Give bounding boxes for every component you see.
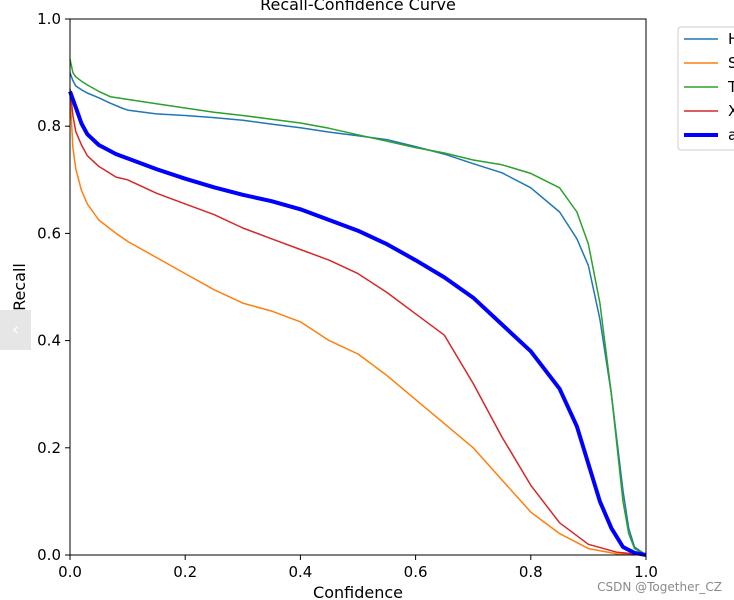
- y-tick-label: 0.0: [37, 546, 61, 564]
- y-tick-label: 0.4: [37, 332, 61, 350]
- y-tick-label: 0.2: [37, 439, 61, 457]
- y-tick-label: 1.0: [37, 10, 61, 28]
- y-tick-label: 0.6: [37, 224, 61, 242]
- y-tick-label: 0.8: [37, 117, 61, 135]
- series-line-0: [69, 72, 647, 556]
- x-axis-title: Confidence: [313, 583, 403, 600]
- plot-lines: [68, 59, 647, 557]
- legend-box: [677, 26, 734, 151]
- legend-label-1: S: [728, 54, 734, 72]
- axes: 0.0 0.2 0.4 0.6 0.8 1.0 0.0 0.2 0.4 0.6 0.8 1.0: [37, 10, 658, 581]
- plot-frame: [69, 18, 647, 556]
- x-tick-label: 0.8: [519, 563, 543, 581]
- x-tick-label: 0.6: [404, 563, 428, 581]
- previous-nav-button[interactable]: ‹: [0, 310, 31, 350]
- x-tick-label: 0.4: [288, 563, 312, 581]
- chevron-left-icon: ‹: [11, 319, 20, 340]
- y-axis-title: Recall: [10, 263, 29, 311]
- series-line-3: [69, 88, 647, 556]
- x-tick-label: 1.0: [634, 563, 658, 581]
- legend-label-3: X: [728, 102, 734, 120]
- x-tick-label: 0.2: [173, 563, 197, 581]
- series-line-1: [69, 93, 647, 556]
- watermark-text: CSDN @Together_CZ: [597, 580, 722, 594]
- series-line-2: [69, 59, 647, 556]
- x-tick-label: 0.0: [58, 563, 82, 581]
- legend-label-4: a: [728, 126, 734, 144]
- legend-label-2: T: [727, 78, 734, 96]
- series-line-4: [68, 90, 647, 557]
- chart-title: Recall-Confidence Curve: [260, 0, 456, 14]
- legend-label-0: H: [728, 30, 734, 48]
